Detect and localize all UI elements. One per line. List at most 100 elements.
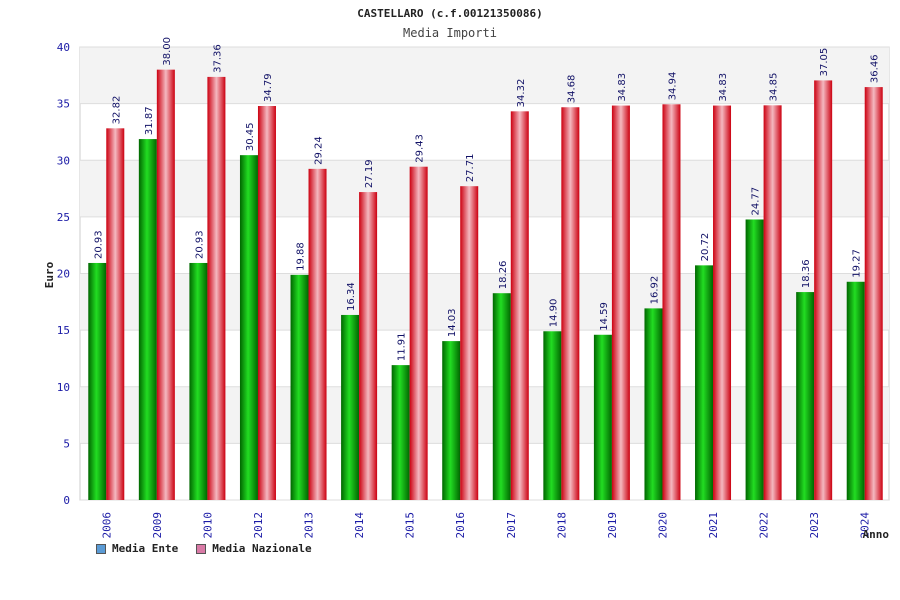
bar-media-ente <box>290 274 309 500</box>
bar-media-nazionale <box>662 104 681 500</box>
data-label-media-nazionale: 29.43 <box>415 134 426 163</box>
bar-media-nazionale <box>308 168 327 500</box>
bar-media-nazionale <box>814 80 833 500</box>
bar-media-ente <box>88 262 107 500</box>
data-label-media-nazionale: 37.05 <box>819 48 830 77</box>
x-tick-label: 2006 <box>100 512 113 539</box>
bar-media-ente <box>796 292 815 500</box>
data-label-media-nazionale: 34.85 <box>769 73 780 102</box>
bar-media-ente <box>189 262 208 500</box>
data-label-media-ente: 11.91 <box>397 332 408 361</box>
data-label-media-nazionale: 29.24 <box>314 136 325 165</box>
legend-swatch-media-nazionale <box>196 543 207 554</box>
data-label-media-ente: 30.45 <box>245 123 256 152</box>
x-tick-label: 2017 <box>505 512 518 539</box>
bar-media-ente <box>391 365 410 500</box>
data-label-media-ente: 31.87 <box>144 106 155 135</box>
x-tick-label: 2020 <box>656 512 669 539</box>
bar-media-ente <box>644 308 663 500</box>
bars: 20.93 32.82 31.87 38.00 20.93 37.36 30.45 34.79… <box>88 37 883 501</box>
data-label-media-nazionale: 27.19 <box>364 159 375 188</box>
x-tick-label: 2021 <box>707 512 720 539</box>
y-tick-label: 10 <box>57 381 70 394</box>
y-tick-label: 0 <box>63 494 70 507</box>
bar-media-ente <box>593 334 612 500</box>
x-axis-label: Anno <box>863 528 890 540</box>
bar-media-nazionale <box>864 87 883 500</box>
data-label-media-ente: 18.26 <box>498 261 509 290</box>
data-label-media-nazionale: 34.68 <box>566 75 577 104</box>
y-tick-label: 15 <box>57 324 70 337</box>
bar-media-ente <box>695 265 714 500</box>
x-tick-label: 2024 <box>859 512 872 539</box>
bar-media-nazionale <box>510 111 529 501</box>
data-label-media-ente: 20.93 <box>194 230 205 259</box>
bar-chart: CASTELLARO (c.f.00121350086) Media Impor… <box>43 7 890 540</box>
axis-ticks: 0 5 10 15 20 25 30 35 40 2006 2009 2010 2012 2013 2014… <box>57 41 872 539</box>
data-label-media-nazionale: 34.79 <box>263 73 274 102</box>
data-label-media-ente: 14.03 <box>447 308 458 337</box>
bar-media-nazionale <box>561 107 580 501</box>
bar-media-ente <box>745 219 764 501</box>
x-tick-label: 2015 <box>404 512 417 539</box>
bar-media-ente <box>846 281 865 500</box>
data-label-media-nazionale: 34.94 <box>667 72 678 101</box>
data-label-media-nazionale: 38.00 <box>162 37 173 66</box>
x-tick-label: 2010 <box>201 512 214 539</box>
data-label-media-nazionale: 32.82 <box>111 96 122 125</box>
x-tick-label: 2013 <box>303 512 316 539</box>
bar-media-nazionale <box>460 186 479 500</box>
legend: Media Ente Media Nazionale <box>96 542 312 555</box>
x-tick-label: 2019 <box>606 512 619 539</box>
x-tick-label: 2023 <box>808 512 821 539</box>
data-label-media-nazionale: 34.83 <box>718 73 729 102</box>
data-label-media-ente: 20.72 <box>700 233 711 262</box>
y-axis-label: Euro <box>43 261 56 288</box>
bar-media-nazionale <box>713 105 732 501</box>
chart-title: CASTELLARO (c.f.00121350086) <box>357 7 542 20</box>
bar-media-nazionale <box>156 69 175 501</box>
data-label-media-ente: 14.59 <box>599 302 610 331</box>
y-tick-label: 5 <box>63 437 70 450</box>
legend-swatch-media-ente <box>96 543 106 554</box>
data-label-media-ente: 20.93 <box>93 230 104 259</box>
data-label-media-ente: 16.92 <box>649 276 660 305</box>
x-tick-label: 2022 <box>758 512 771 539</box>
legend-label-media-nazionale: Media Nazionale <box>212 542 312 555</box>
bar-media-ente <box>341 314 360 500</box>
x-tick-label: 2014 <box>353 512 366 539</box>
data-label-media-nazionale: 34.32 <box>516 79 527 108</box>
y-tick-label: 35 <box>57 98 70 111</box>
bar-media-ente <box>239 155 258 500</box>
legend-item-media-ente: Media Ente <box>96 542 178 555</box>
chart-subtitle: Media Importi <box>403 26 497 40</box>
bar-media-nazionale <box>763 105 782 500</box>
x-tick-label: 2016 <box>454 512 467 539</box>
x-tick-label: 2009 <box>151 512 164 539</box>
data-label-media-nazionale: 37.36 <box>212 44 223 73</box>
y-tick-label: 20 <box>57 268 70 281</box>
data-label-media-ente: 16.34 <box>346 282 357 311</box>
bar-media-ente <box>138 139 157 500</box>
bar-media-nazionale <box>207 76 226 500</box>
bar-media-nazionale <box>611 105 630 501</box>
y-tick-label: 25 <box>57 211 70 224</box>
bar-media-ente <box>492 293 511 500</box>
data-label-media-nazionale: 34.83 <box>617 73 628 102</box>
y-tick-label: 30 <box>57 154 70 167</box>
bar-media-nazionale <box>257 106 276 501</box>
data-label-media-ente: 24.77 <box>751 187 762 216</box>
data-label-media-ente: 18.36 <box>801 259 812 288</box>
data-label-media-nazionale: 36.46 <box>870 54 881 83</box>
legend-item-media-nazionale: Media Nazionale <box>196 542 312 555</box>
x-tick-label: 2018 <box>555 512 568 539</box>
data-label-media-ente: 19.27 <box>852 249 863 278</box>
data-label-media-ente: 14.90 <box>548 299 559 328</box>
data-label-media-nazionale: 27.71 <box>465 154 476 183</box>
bar-media-nazionale <box>409 166 428 500</box>
bar-media-ente <box>543 331 562 500</box>
y-tick-label: 40 <box>57 41 70 54</box>
legend-label-media-ente: Media Ente <box>112 542 179 555</box>
data-label-media-ente: 19.88 <box>296 242 307 271</box>
x-tick-label: 2012 <box>252 512 265 539</box>
